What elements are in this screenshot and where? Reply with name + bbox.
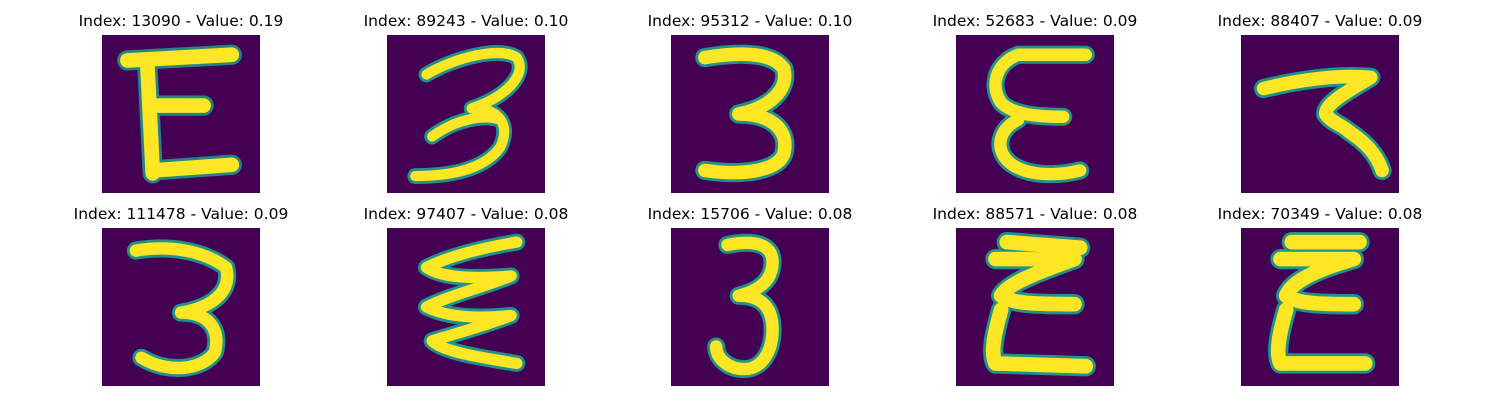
digit-image [956,35,1114,193]
digit-image [1241,35,1399,193]
panel-title: Index: 111478 - Value: 0.09 [42,204,320,224]
panel-title: Index: 88571 - Value: 0.08 [896,204,1174,224]
panel-title: Index: 95312 - Value: 0.10 [611,11,889,31]
panel-title: Index: 89243 - Value: 0.10 [327,11,605,31]
digit-image [671,228,829,386]
digit-image [387,228,545,386]
panel-title: Index: 97407 - Value: 0.08 [327,204,605,224]
digit-image [387,35,545,193]
panel-title: Index: 88407 - Value: 0.09 [1181,11,1459,31]
panel-title: Index: 13090 - Value: 0.19 [42,11,320,31]
digit-image [102,228,260,386]
panel-title: Index: 70349 - Value: 0.08 [1181,204,1459,224]
panel-title: Index: 52683 - Value: 0.09 [896,11,1174,31]
digit-image [956,228,1114,386]
digit-image [102,35,260,193]
panel-title: Index: 15706 - Value: 0.08 [611,204,889,224]
digit-image [671,35,829,193]
digit-image [1241,228,1399,386]
